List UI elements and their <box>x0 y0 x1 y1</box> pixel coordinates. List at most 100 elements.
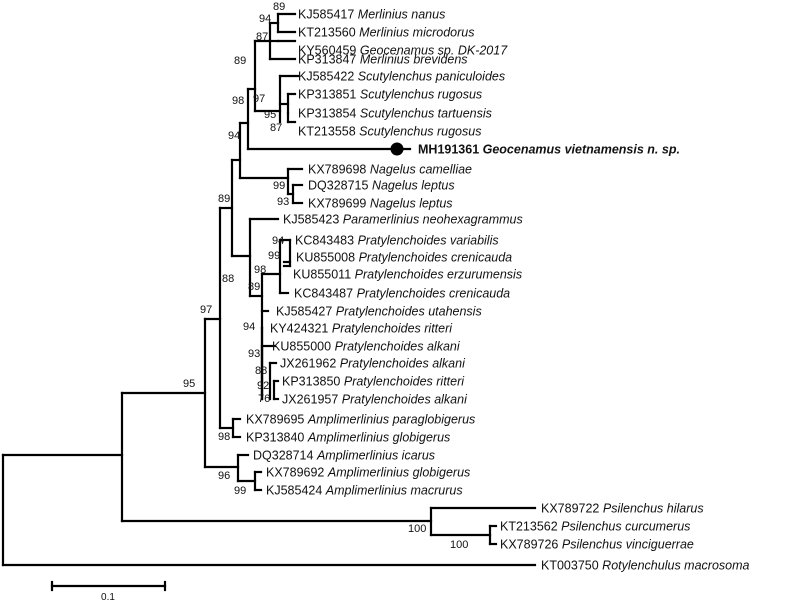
taxon-label: KU855008 Pratylenchoides crenicauda <box>296 251 512 265</box>
bootstrap-value: 97 <box>200 304 212 316</box>
taxon-accession: KC843487 <box>294 287 357 301</box>
taxon-label: KJ585427 Pratylenchoides utahensis <box>276 305 482 319</box>
taxon-species: Pratylenchoides variabilis <box>358 234 499 248</box>
taxon-species: Geocenamus sp. DK-2017 <box>360 44 508 58</box>
taxon-species: Amplimerlinius macrurus <box>325 484 463 498</box>
taxon-label: KY560459 Geocenamus sp. DK-2017 <box>298 44 508 58</box>
taxon-species: Pratylenchoides crenicauda <box>359 251 513 265</box>
bootstrap-value: 97 <box>253 93 265 105</box>
taxon-label: MH191361 Geocenamus vietnamensis n. sp. <box>418 143 680 157</box>
scale-bar: 0.1 <box>50 580 167 600</box>
taxon-species: Nagelus leptus <box>372 179 455 193</box>
taxon-species: Psilenchus curcumerus <box>561 520 690 534</box>
taxon-accession: KT213560 <box>298 26 359 40</box>
taxon-species: Pratylenchoides crenicauda <box>357 287 511 301</box>
taxon-species: Pratylenchoides ritteri <box>332 322 453 336</box>
bootstrap-value: 88 <box>255 365 267 377</box>
bootstrap-value: 93 <box>248 348 260 360</box>
bootstrap-value: 87 <box>256 31 268 43</box>
taxon-accession: KX789698 <box>308 163 370 177</box>
taxon-label: KU855011 Pratylenchoides erzurumensis <box>293 268 522 282</box>
taxon-accession: KX789699 <box>308 197 370 211</box>
taxon-label: JX261962 Pratylenchoides alkani <box>280 357 466 371</box>
taxon-accession: KJ585422 <box>298 70 358 84</box>
taxon-species: Pratylenchoides alkani <box>342 393 468 407</box>
taxon-label: KP313850 Pratylenchoides ritteri <box>282 375 465 389</box>
taxon-label: KX789722 Psilenchus hilarus <box>541 502 704 516</box>
bootstrap-value: 99 <box>268 250 280 262</box>
taxon-species: Scutylenchus paniculoides <box>358 70 505 84</box>
taxon-accession: KX789726 <box>500 538 562 552</box>
bootstrap-value: 96 <box>218 470 230 482</box>
taxon-species: Scutylenchus rugosus <box>359 125 481 139</box>
taxon-accession: KY560459 <box>298 44 360 58</box>
bootstrap-value: 89 <box>248 281 260 293</box>
taxon-accession: DQ328715 <box>308 179 372 193</box>
taxon-species: Rotylenchulus macrosoma <box>602 559 749 573</box>
taxon-accession: KJ585427 <box>276 305 336 319</box>
taxon-accession: MH191361 <box>418 143 483 157</box>
taxon-species: Amplimerlinius paraglobigerus <box>307 413 475 427</box>
highlight-marker-icon <box>390 142 404 156</box>
bootstrap-value: 92 <box>257 380 269 392</box>
bootstrap-value: 94 <box>243 321 255 333</box>
bootstrap-value: 100 <box>408 523 426 535</box>
taxon-species: Geocenamus vietnamensis n. sp. <box>483 143 680 157</box>
bootstrap-value: 95 <box>264 109 276 121</box>
taxon-label: KP313840 Amplimerlinius globigerus <box>246 431 450 445</box>
taxon-accession: KJ585423 <box>283 213 343 227</box>
bootstrap-value: 95 <box>183 378 195 390</box>
taxon-label: KU855000 Pratylenchoides alkani <box>272 340 461 354</box>
taxon-label: KY424321 Pratylenchoides ritteri <box>270 322 453 336</box>
taxon-species: Pratylenchoides alkani <box>340 357 466 371</box>
taxon-accession: KY424321 <box>270 322 332 336</box>
taxon-label: KJ585423 Paramerlinius neohexagrammus <box>283 213 523 227</box>
taxon-species: Amplimerlinius globigerus <box>307 431 450 445</box>
tree-branches <box>1 12 537 567</box>
bootstrap-value: 99 <box>234 485 246 497</box>
bootstrap-value: 98 <box>218 431 230 443</box>
taxon-label: KX789695 Amplimerlinius paraglobigerus <box>246 413 475 427</box>
taxon-accession: KU855011 <box>293 268 355 282</box>
taxon-label: KC843487 Pratylenchoides crenicauda <box>294 287 510 301</box>
taxon-accession: KT213558 <box>298 125 359 139</box>
taxon-species: Pratylenchoides ritteri <box>344 375 465 389</box>
taxon-label: DQ328714 Amplimerlinius icarus <box>253 449 435 463</box>
taxon-label: DQ328715 Nagelus leptus <box>308 179 455 193</box>
taxon-accession: KP313851 <box>298 88 360 102</box>
taxon-label: KT003750 Rotylenchulus macrosoma <box>541 559 750 573</box>
taxon-label: JX261957 Pratylenchoides alkani <box>282 393 468 407</box>
taxon-species: Nagelus leptus <box>370 197 453 211</box>
bootstrap-value: 98 <box>232 95 244 107</box>
taxon-accession: KT003750 <box>541 559 602 573</box>
bootstrap-value: 88 <box>222 273 234 285</box>
taxon-label: KT213558 Scutylenchus rugosus <box>298 125 481 139</box>
taxon-species: Paramerlinius neohexagrammus <box>343 213 523 227</box>
taxon-accession: DQ328714 <box>253 449 317 463</box>
taxon-accession: KX789692 <box>266 466 328 480</box>
taxon-label: KP313847 Merlinius brevidens <box>298 53 468 67</box>
taxon-species: Pratylenchoides erzurumensis <box>355 268 522 282</box>
taxon-species: Psilenchus vinciguerrae <box>562 538 694 552</box>
taxon-accession: JX261957 <box>282 393 342 407</box>
taxon-label: KX789726 Psilenchus vinciguerrae <box>500 538 694 552</box>
taxon-accession: KC843483 <box>295 234 358 248</box>
taxon-accession: KP313854 <box>298 107 360 121</box>
taxon-accession: KP313847 <box>298 53 360 67</box>
taxon-accession: KX789722 <box>541 502 603 516</box>
taxon-species: Nagelus camelliae <box>370 163 472 177</box>
taxon-species: Merlinius brevidens <box>360 53 468 67</box>
bootstrap-value: 99 <box>273 180 285 192</box>
taxon-label: KT213562 Psilenchus curcumerus <box>500 520 690 534</box>
bootstrap-value: 89 <box>273 1 285 13</box>
taxon-label: KP313851 Scutylenchus rugosus <box>298 88 482 102</box>
bootstrap-value: 98 <box>254 264 266 276</box>
taxon-accession: JX261962 <box>280 357 340 371</box>
taxon-accession: KX789695 <box>246 413 308 427</box>
bootstrap-labels: 8994878997958798949993899499988988949388… <box>183 1 468 551</box>
taxon-species: Pratylenchoides alkani <box>335 340 461 354</box>
taxon-label: KJ585424 Amplimerlinius macrurus <box>266 484 463 498</box>
bootstrap-value: 94 <box>259 13 271 25</box>
taxon-species: Psilenchus hilarus <box>603 502 704 516</box>
taxon-label: KX789698 Nagelus camelliae <box>308 163 472 177</box>
